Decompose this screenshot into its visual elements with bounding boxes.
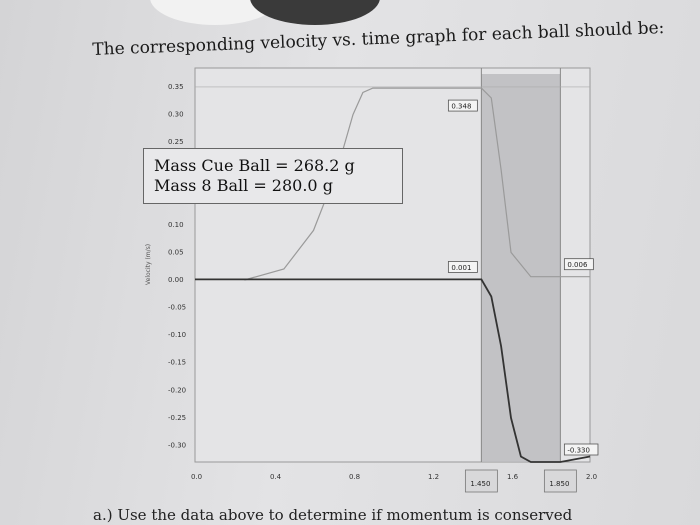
annotation-box: [447, 99, 478, 112]
time-marker-box: [543, 469, 577, 493]
y-tick-label: -0.30: [168, 441, 186, 449]
time-marker-label: 1.450: [470, 480, 490, 488]
y-tick-label: -0.05: [168, 304, 186, 312]
annotation-box: [563, 258, 594, 271]
x-tick-label: 1.6: [507, 473, 519, 481]
question-text: a.) Use the data above to determine if m…: [93, 506, 573, 524]
annotation-label: 0.006: [567, 261, 588, 269]
time-marker-label: 1.850: [549, 480, 569, 488]
y-tick-label: 0.30: [168, 111, 184, 119]
annotation-label: -0.330: [567, 446, 590, 454]
mass-box: Mass Cue Ball = 268.2 g Mass 8 Ball = 28…: [143, 148, 403, 204]
y-tick-label: -0.10: [168, 331, 186, 339]
series-8-ball-line: [195, 278, 591, 463]
y-axis-label: Velocity (m/s): [145, 244, 152, 285]
shaded-region: [481, 74, 561, 462]
y-tick-label: 0.10: [168, 221, 184, 229]
mass-8-ball: Mass 8 Ball = 280.0 g: [154, 176, 333, 195]
x-tick-label: 0.8: [349, 473, 360, 481]
y-tick-label: 0.35: [168, 83, 184, 91]
y-tick-label: 0.05: [168, 248, 184, 256]
y-tick-label: 0.25: [168, 138, 184, 146]
y-tick-label: -0.25: [168, 414, 186, 422]
y-tick-label: -0.15: [168, 359, 186, 367]
x-tick-label: 2.0: [586, 473, 597, 481]
x-tick-label: 1.2: [428, 473, 439, 481]
annotation-label: 0.001: [451, 264, 471, 272]
y-tick-label: -0.20: [168, 386, 186, 394]
mass-cue-ball: Mass Cue Ball = 268.2 g: [154, 156, 355, 175]
x-tick-label: 0.0: [191, 473, 202, 481]
annotation-box: [563, 443, 599, 456]
y-tick-label: 0.00: [168, 276, 184, 284]
annotation-label: 0.348: [451, 103, 471, 111]
time-marker-box: [464, 469, 498, 493]
annotation-box: [447, 261, 478, 273]
x-tick-label: 0.4: [270, 473, 282, 481]
